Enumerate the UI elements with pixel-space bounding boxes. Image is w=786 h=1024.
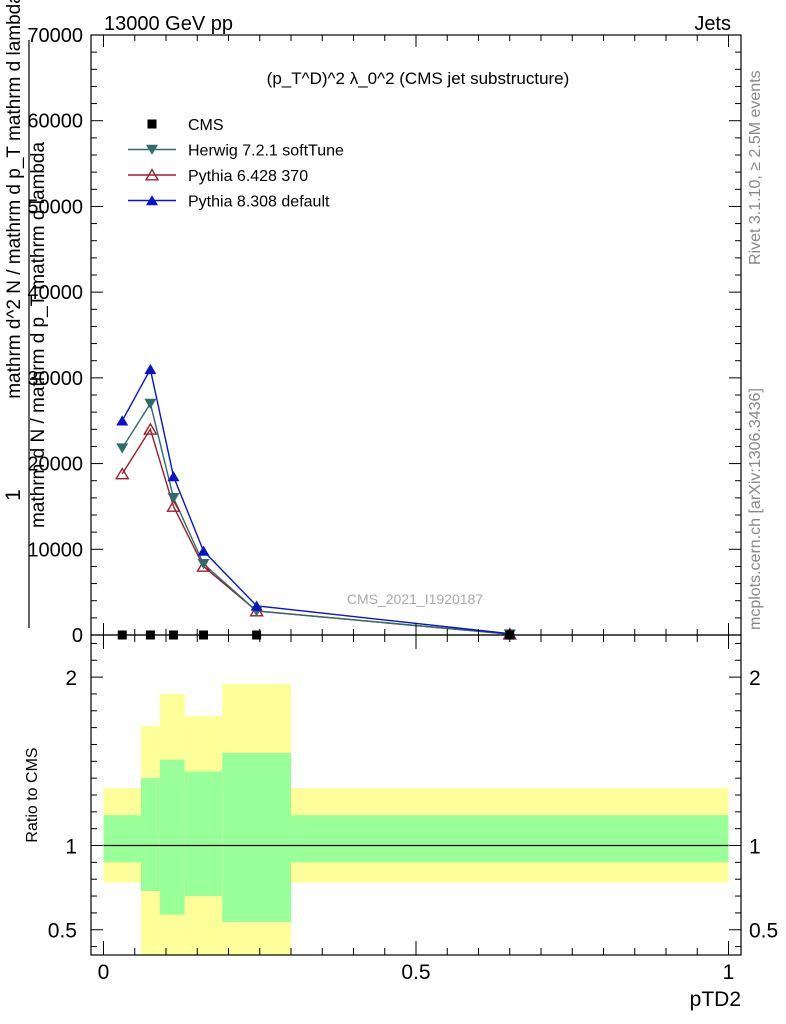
- series-point-pythia8: [250, 600, 263, 611]
- ratio-ylabel: Ratio to CMS: [24, 747, 41, 842]
- legend-label: Pythia 6.428 370: [188, 168, 308, 185]
- energy-label: 13000 GeV pp: [104, 13, 233, 35]
- series-point-pythia8: [167, 471, 180, 482]
- main-ytick-label: 30000: [27, 368, 83, 390]
- ratio-xtick-label: 0: [98, 961, 110, 984]
- main-ylabel-denominator: mathrm d N / mathrm d p_T mathrm d lambd…: [28, 142, 49, 529]
- ratio-band-inner: [159, 759, 185, 915]
- ratio-ytick-label-right: 2: [749, 667, 761, 690]
- series-point-herwig: [144, 398, 157, 409]
- ratio-band-inner: [291, 815, 729, 863]
- main-ylabel-alt: mathrm d^2 N / mathrm d p_T mathrm d lam…: [4, 0, 25, 399]
- main-ytick-label: 50000: [27, 196, 83, 218]
- main-ytick-label: 60000: [27, 111, 83, 133]
- main-ylabel: 1 mathrm d N / mathrm d p_T mathrm d lam…: [2, 0, 49, 628]
- main-ytick-label: 40000: [27, 282, 83, 304]
- series-point-herwig: [197, 559, 210, 570]
- x-axis-label: pTD2: [690, 988, 741, 1011]
- ratio-xtick-label: 0.5: [401, 961, 430, 984]
- series-point-pythia8: [116, 415, 129, 426]
- main-title: (p_T^D)^2 λ_0^2 (CMS jet substructure): [267, 69, 570, 88]
- main-panel: (p_T^D)^2 λ_0^2 (CMS jet substructure) C…: [27, 25, 742, 647]
- mcplots-label: mcplots.cern.ch [arXiv:1306.3436]: [747, 388, 764, 630]
- main-ytick-label: 20000: [27, 454, 83, 476]
- ratio-ytick-label-right: 1: [749, 836, 761, 859]
- series-point-pythia8: [197, 545, 210, 556]
- watermark: CMS_2021_I1920187: [347, 591, 483, 607]
- legend-label: CMS: [188, 117, 224, 134]
- main-ytick-label: 0: [72, 625, 83, 647]
- ratio-band-inner: [103, 815, 141, 863]
- legend-marker: [144, 168, 160, 181]
- legend-label: Pythia 8.308 default: [188, 194, 330, 211]
- category-label: Jets: [694, 13, 731, 35]
- series-point-pythia6: [166, 499, 181, 512]
- series-line-pythia8: [121, 367, 510, 635]
- legend: CMS Herwig 7.2.1 softTune Pythia 6.428 370…: [128, 117, 344, 211]
- ratio-band-inner: [184, 771, 223, 897]
- rivet-label: Rivet 3.1.10, ≥ 2.5M events: [747, 70, 764, 265]
- ratio-bands: [103, 683, 729, 955]
- legend-marker: [146, 195, 158, 206]
- series-point-herwig: [167, 493, 180, 504]
- main-ytick-label: 10000: [27, 539, 83, 561]
- ratio-band-inner: [222, 752, 291, 923]
- ratio-panel: 0.5 0.5 1 1 2 2 0 0.5 1 Ratio to CMS pTD2: [24, 634, 778, 1011]
- ratio-band-inner: [141, 778, 160, 891]
- series-line-herwig: [121, 401, 510, 635]
- main-ytick-label: 70000: [27, 25, 83, 47]
- ratio-frame: [90, 634, 742, 956]
- main-ylabel-numerator: 1: [2, 489, 25, 501]
- ratio-ytick-label: 2: [65, 667, 77, 690]
- ratio-ytick-label-right: 0.5: [749, 920, 778, 943]
- legend-marker: [147, 119, 157, 129]
- series-point-pythia6: [115, 467, 130, 480]
- series-point-pythia8: [144, 363, 157, 375]
- series-point-pythia6: [196, 559, 211, 572]
- ratio-ytick-label: 1: [65, 836, 77, 859]
- ratio-ytick-label: 0.5: [48, 920, 77, 943]
- legend-marker: [146, 144, 158, 155]
- ratio-axes: 0.5 0.5 1 1 2 2 0 0.5 1: [48, 635, 778, 984]
- series-point-herwig: [116, 443, 129, 454]
- main-axes: 0 10000 20000 30000 40000 50000 60000 70000: [27, 25, 741, 647]
- ratio-xtick-label: 1: [723, 961, 735, 984]
- series-point-pythia6: [143, 422, 158, 435]
- legend-label: Herwig 7.2.1 softTune: [188, 143, 344, 160]
